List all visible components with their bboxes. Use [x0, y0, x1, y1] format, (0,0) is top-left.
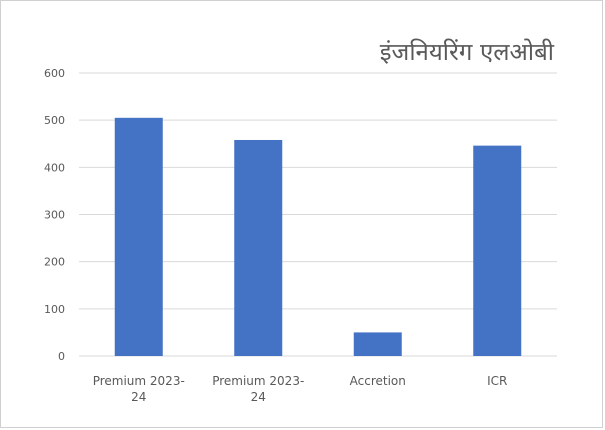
- x-axis-labels: Premium 2023-24 Premium 2023-24 Accretion I…: [93, 374, 508, 404]
- y-tick-label: 300: [44, 209, 65, 222]
- y-tick-label: 400: [44, 161, 65, 174]
- y-tick-label: 500: [44, 114, 65, 127]
- bar-3: [353, 332, 402, 356]
- x-category-label: Premium 2023-24: [212, 374, 304, 404]
- y-tick-label: 100: [44, 303, 65, 316]
- y-tick-label: 0: [58, 350, 65, 363]
- bar-4: [473, 145, 522, 356]
- x-category-label: Accretion: [350, 374, 406, 388]
- bar-1: [114, 117, 163, 356]
- chart-title: इंजनियरिंग एलओबी: [379, 38, 554, 66]
- y-tick-label: 200: [44, 256, 65, 269]
- x-category-label: Premium 2023-24: [93, 374, 185, 404]
- bar-2: [234, 139, 283, 356]
- y-axis-ticks: 0 100 200 300 400 500 600: [44, 67, 65, 363]
- y-tick-label: 600: [44, 67, 65, 80]
- x-category-label: ICR: [487, 374, 507, 388]
- bars: [114, 117, 522, 356]
